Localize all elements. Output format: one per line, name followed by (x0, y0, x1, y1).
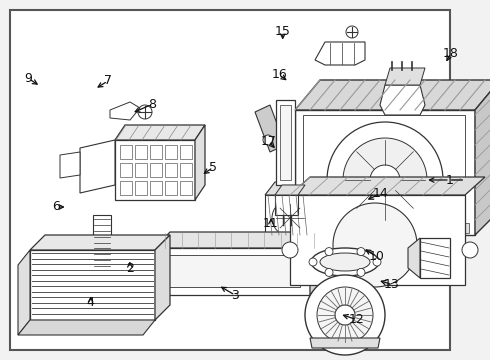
Bar (165, 145, 177, 159)
Bar (10, 10, 450, 350)
Ellipse shape (320, 253, 370, 271)
Bar (150, 163, 162, 177)
Text: 2: 2 (126, 262, 134, 275)
Bar (280, 105, 291, 180)
Bar (407, 223, 425, 233)
Circle shape (346, 26, 358, 38)
Bar (120, 145, 132, 159)
Polygon shape (155, 248, 310, 295)
Circle shape (327, 122, 443, 238)
Polygon shape (115, 125, 205, 140)
Circle shape (370, 165, 400, 195)
Polygon shape (275, 195, 298, 215)
Bar (385, 223, 403, 233)
Polygon shape (310, 338, 380, 348)
Bar (120, 163, 132, 177)
Text: 1: 1 (446, 174, 454, 186)
Circle shape (333, 203, 417, 287)
Text: 10: 10 (368, 250, 384, 263)
Polygon shape (475, 80, 490, 235)
Polygon shape (115, 140, 195, 200)
Circle shape (272, 200, 308, 236)
Bar (165, 163, 177, 177)
Text: 17: 17 (261, 135, 276, 148)
Polygon shape (275, 185, 305, 195)
Polygon shape (60, 152, 80, 178)
Circle shape (357, 248, 365, 256)
Bar (150, 145, 162, 159)
Bar (363, 223, 381, 233)
Bar (451, 223, 469, 233)
Bar (135, 181, 147, 195)
Bar (93, 215, 111, 270)
Polygon shape (310, 232, 325, 295)
Polygon shape (420, 238, 450, 278)
Circle shape (462, 242, 478, 258)
Bar (297, 223, 315, 233)
Text: 5: 5 (209, 161, 217, 174)
Text: 13: 13 (384, 278, 400, 291)
Polygon shape (110, 102, 140, 120)
Bar (120, 181, 132, 195)
Bar (135, 163, 147, 177)
Circle shape (317, 287, 373, 343)
Circle shape (325, 269, 333, 276)
Text: 9: 9 (24, 72, 32, 85)
Text: 18: 18 (443, 47, 459, 60)
Text: 14: 14 (372, 187, 388, 200)
Text: 16: 16 (271, 68, 287, 81)
Circle shape (309, 258, 317, 266)
Bar (135, 145, 147, 159)
Circle shape (305, 275, 385, 355)
Bar (319, 223, 337, 233)
Polygon shape (255, 105, 285, 152)
Polygon shape (295, 80, 490, 110)
Polygon shape (380, 85, 425, 115)
Polygon shape (290, 195, 465, 285)
Bar (165, 255, 300, 287)
Polygon shape (408, 238, 420, 278)
Circle shape (357, 269, 365, 276)
Polygon shape (315, 42, 365, 65)
Polygon shape (265, 182, 320, 195)
Circle shape (263, 135, 273, 145)
Polygon shape (30, 235, 170, 250)
Polygon shape (80, 140, 115, 193)
Polygon shape (195, 125, 205, 200)
Polygon shape (30, 250, 155, 320)
Bar (180, 181, 192, 195)
Polygon shape (295, 110, 475, 235)
Polygon shape (310, 182, 320, 235)
Circle shape (138, 105, 152, 119)
Bar (429, 223, 447, 233)
Polygon shape (18, 250, 30, 335)
Polygon shape (290, 177, 485, 195)
Bar (150, 181, 162, 195)
Polygon shape (155, 235, 170, 320)
Bar (180, 145, 192, 159)
Text: 6: 6 (52, 201, 60, 213)
Bar (180, 163, 192, 177)
Text: 8: 8 (148, 98, 156, 111)
Ellipse shape (311, 248, 379, 276)
Bar (303, 115, 465, 225)
Text: 4: 4 (87, 296, 95, 309)
Circle shape (335, 305, 355, 325)
Text: 12: 12 (349, 313, 365, 326)
Circle shape (343, 138, 427, 222)
Text: 11: 11 (263, 217, 279, 230)
Circle shape (282, 242, 298, 258)
Bar (165, 181, 177, 195)
Circle shape (325, 248, 333, 256)
Polygon shape (276, 100, 295, 185)
Polygon shape (18, 320, 155, 335)
Circle shape (373, 258, 381, 266)
Text: 15: 15 (275, 25, 291, 38)
Bar (341, 223, 359, 233)
Polygon shape (265, 195, 310, 235)
Text: 3: 3 (231, 289, 239, 302)
Polygon shape (385, 68, 425, 85)
Text: 7: 7 (104, 75, 112, 87)
Polygon shape (155, 232, 325, 248)
